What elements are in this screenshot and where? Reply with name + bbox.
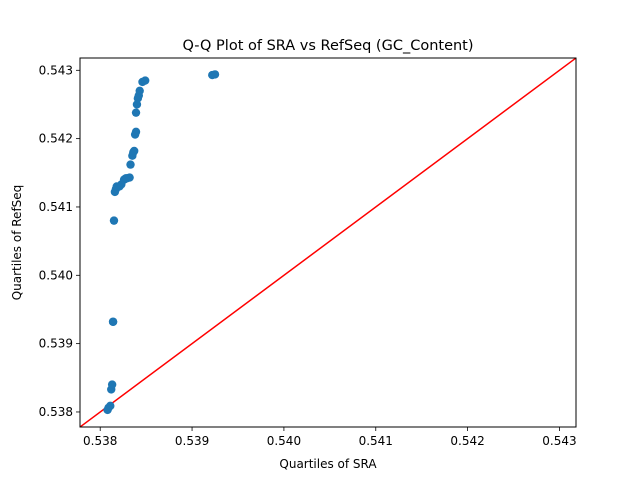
data-point xyxy=(131,108,141,117)
data-point xyxy=(126,160,135,169)
x-tick-label: 0.538 xyxy=(83,434,117,448)
x-tick-label: 0.542 xyxy=(450,434,484,448)
y-tick-label: 0.540 xyxy=(39,268,73,282)
x-tick-label: 0.539 xyxy=(175,434,209,448)
data-point xyxy=(129,146,139,156)
x-tick-label: 0.543 xyxy=(542,434,576,448)
x-axis-label: Quartiles of SRA xyxy=(279,457,377,471)
data-point xyxy=(131,127,141,136)
data-point xyxy=(135,86,144,96)
data-point xyxy=(132,100,142,109)
data-point xyxy=(125,173,134,182)
reference-line xyxy=(80,58,576,427)
data-point xyxy=(106,401,115,411)
data-point xyxy=(109,216,119,225)
data-point xyxy=(108,317,118,326)
y-tick-label: 0.541 xyxy=(39,200,73,214)
y-tick-label: 0.542 xyxy=(39,132,73,146)
chart-title: Q-Q Plot of SRA vs RefSeq (GC_Content) xyxy=(182,38,473,54)
y-tick-label: 0.538 xyxy=(39,405,73,419)
x-tick-label: 0.540 xyxy=(267,434,301,448)
y-axis-label: Quartiles of RefSeq xyxy=(10,185,24,301)
data-point xyxy=(210,70,220,79)
y-tick-label: 0.539 xyxy=(39,337,73,351)
plot-frame xyxy=(79,57,577,428)
data-point xyxy=(141,76,150,85)
y-tick-label: 0.543 xyxy=(39,63,73,77)
data-point xyxy=(107,380,117,389)
x-tick-label: 0.541 xyxy=(359,434,393,448)
